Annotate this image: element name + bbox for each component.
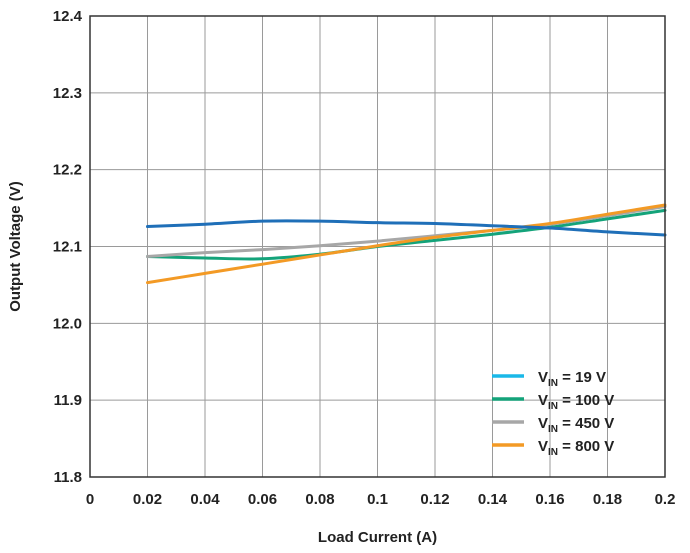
series-group bbox=[146, 203, 667, 285]
y-tick-label: 12.2 bbox=[53, 162, 82, 179]
x-tick-label: 0 bbox=[86, 491, 94, 508]
x-tick-label: 0.02 bbox=[133, 491, 162, 508]
x-tick-label: 0.1 bbox=[367, 491, 388, 508]
x-tick-label: 0.18 bbox=[593, 491, 622, 508]
x-tick-label: 0.16 bbox=[535, 491, 564, 508]
x-tick-label: 0.06 bbox=[248, 491, 277, 508]
series-line-800v bbox=[146, 203, 667, 285]
y-tick-label: 12.4 bbox=[53, 8, 83, 25]
y-tick-label: 12.1 bbox=[53, 239, 82, 256]
y-axis-title: Output Voltage (V) bbox=[7, 181, 24, 312]
legend: VIN = 19 V VIN = 100 V VIN = 450 V VIN = 80… bbox=[492, 369, 614, 458]
y-tick-label: 12.0 bbox=[53, 315, 82, 332]
y-tick-label: 12.3 bbox=[53, 85, 82, 102]
x-tick-label: 0.12 bbox=[420, 491, 449, 508]
x-axis-ticks: 0 0.02 0.04 0.06 0.08 0.1 0.12 0.14 0.16 0.18 0.2 bbox=[86, 491, 676, 508]
plot-frame bbox=[89, 15, 666, 478]
x-tick-label: 0.08 bbox=[305, 491, 334, 508]
y-tick-label: 11.8 bbox=[54, 469, 82, 486]
legend-label: VIN = 450 V bbox=[538, 415, 614, 435]
y-axis-ticks: 11.8 11.9 12.0 12.1 12.2 12.3 12.4 bbox=[53, 8, 83, 486]
series-line-19v bbox=[146, 219, 667, 237]
legend-label: VIN = 800 V bbox=[538, 438, 614, 458]
x-tick-label: 0.04 bbox=[190, 491, 220, 508]
legend-label: VIN = 19 V bbox=[538, 369, 606, 389]
y-tick-label: 11.9 bbox=[54, 392, 82, 409]
x-tick-label: 0.14 bbox=[478, 491, 508, 508]
x-axis-title: Load Current (A) bbox=[318, 529, 437, 546]
series-line-100v bbox=[146, 208, 667, 261]
legend-label: VIN = 100 V bbox=[538, 392, 614, 412]
x-tick-label: 0.2 bbox=[655, 491, 676, 508]
